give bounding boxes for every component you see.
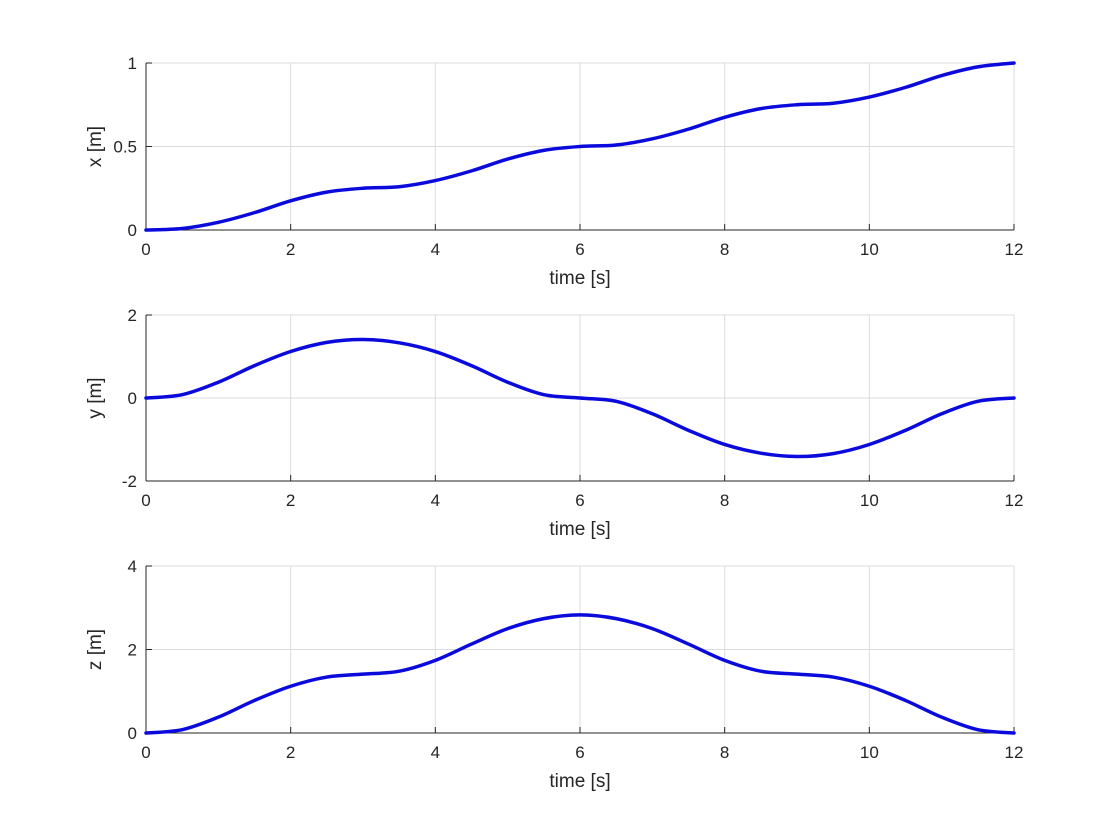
x-axis-label: time [s] bbox=[549, 268, 610, 289]
x-tick-label: 10 bbox=[860, 743, 879, 762]
y-tick-label: 2 bbox=[128, 641, 137, 660]
x-tick-label: 8 bbox=[720, 240, 729, 259]
y-tick-label: 0 bbox=[128, 221, 137, 240]
x-tick-label: 12 bbox=[1005, 491, 1024, 510]
series-line bbox=[144, 61, 1016, 232]
x-tick-label: 12 bbox=[1005, 240, 1024, 259]
x-tick-label: 8 bbox=[720, 491, 729, 510]
x-axis-label: time [s] bbox=[549, 771, 610, 792]
x-tick-label: 6 bbox=[575, 240, 584, 259]
x-tick-label: 0 bbox=[141, 743, 150, 762]
x-tick-label: 10 bbox=[860, 240, 879, 259]
x-tick-label: 2 bbox=[286, 743, 295, 762]
x-tick-label: 0 bbox=[141, 491, 150, 510]
y-axis-label: y [m] bbox=[85, 377, 106, 418]
subplot-3: 0 2 4 6 8 10 12 0 2 4 time [s] z [m] bbox=[85, 557, 1023, 792]
x-tick-label: 4 bbox=[431, 491, 440, 510]
series-line bbox=[144, 613, 1016, 735]
x-tick-label: 2 bbox=[286, 240, 295, 259]
y-tick-label: 4 bbox=[128, 557, 137, 576]
x-tick-label: 2 bbox=[286, 491, 295, 510]
x-tick-label: 10 bbox=[860, 491, 879, 510]
x-tick-label: 0 bbox=[141, 240, 150, 259]
y-tick-label: 2 bbox=[128, 306, 137, 325]
y-axis-label: z [m] bbox=[85, 629, 106, 670]
y-tick-label: 0 bbox=[128, 389, 137, 408]
x-tick-label: 12 bbox=[1005, 743, 1024, 762]
y-tick-label: 1 bbox=[128, 54, 137, 73]
x-tick-label: 6 bbox=[575, 743, 584, 762]
y-tick-label: -2 bbox=[122, 472, 137, 491]
x-tick-label: 4 bbox=[431, 743, 440, 762]
y-axis-label: x [m] bbox=[85, 126, 106, 167]
x-tick-label: 6 bbox=[575, 491, 584, 510]
x-tick-label: 4 bbox=[431, 240, 440, 259]
y-tick-label: 0 bbox=[128, 724, 137, 743]
subplot-1: 0 2 4 6 8 10 12 0 0.5 1 time [s] x [m] bbox=[85, 54, 1023, 289]
y-tick-label: 0.5 bbox=[113, 138, 137, 157]
x-axis-label: time [s] bbox=[549, 519, 610, 540]
x-tick-label: 8 bbox=[720, 743, 729, 762]
series-line bbox=[144, 337, 1016, 459]
